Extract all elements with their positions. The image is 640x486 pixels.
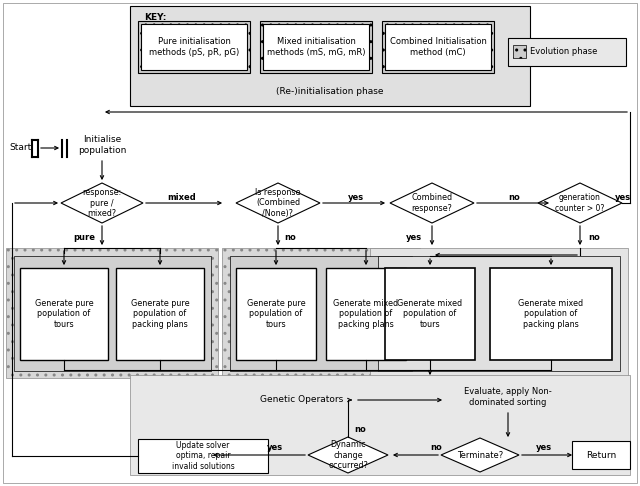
Bar [378, 256, 620, 371]
Bar [141, 24, 247, 70]
Bar [382, 21, 494, 73]
Text: yes: yes [536, 444, 552, 452]
Bar [326, 268, 406, 360]
Text: Generate mixed
population of
packing plans: Generate mixed population of packing pla… [518, 299, 584, 329]
Text: Evaluate, apply Non-
dominated sorting: Evaluate, apply Non- dominated sorting [464, 387, 552, 407]
Text: Initialise
population: Initialise population [78, 135, 126, 155]
Bar [130, 375, 630, 475]
Bar [130, 6, 530, 106]
Text: yes: yes [615, 192, 631, 202]
Text: Genetic Operators: Genetic Operators [260, 396, 344, 404]
Text: (Re-)initialisation phase: (Re-)initialisation phase [276, 87, 384, 97]
Text: Generate pure
population of
tours: Generate pure population of tours [246, 299, 305, 329]
Text: Generate pure
population of
packing plans: Generate pure population of packing plan… [131, 299, 189, 329]
Bar [513, 45, 526, 58]
Text: Is response
(Combined
/None)?: Is response (Combined /None)? [255, 188, 301, 218]
Bar [138, 439, 268, 473]
Polygon shape [61, 183, 143, 223]
Bar [508, 38, 626, 66]
Text: Generate mixed
population of
packing plans: Generate mixed population of packing pla… [333, 299, 399, 329]
Text: yes: yes [406, 233, 422, 243]
Text: Mixed initialisation
methods (mS, mG, mR): Mixed initialisation methods (mS, mG, mR… [267, 37, 365, 57]
Text: Return: Return [586, 451, 616, 459]
Bar [572, 441, 630, 469]
Text: no: no [430, 444, 442, 452]
Bar [385, 268, 475, 360]
Text: Generate mixed
population of
tours: Generate mixed population of tours [397, 299, 463, 329]
Text: no: no [508, 192, 520, 202]
Bar [260, 21, 372, 73]
Text: mixed: mixed [168, 192, 196, 202]
Bar [116, 268, 204, 360]
Polygon shape [390, 183, 474, 223]
Text: Dynamic
change
occurred?: Dynamic change occurred? [328, 440, 368, 470]
Bar [230, 256, 412, 371]
Polygon shape [441, 438, 519, 472]
Text: KEY:: KEY: [144, 13, 166, 21]
Text: Generate pure
population of
tours: Generate pure population of tours [35, 299, 93, 329]
Text: pure: pure [73, 232, 95, 242]
Text: no: no [284, 233, 296, 243]
Text: Start: Start [9, 143, 31, 153]
Bar [370, 248, 628, 378]
Bar [385, 24, 491, 70]
Bar [20, 268, 108, 360]
Bar [236, 268, 316, 360]
Polygon shape [236, 183, 320, 223]
Text: Evolution phase: Evolution phase [531, 48, 598, 56]
Bar [6, 248, 218, 378]
Text: generation
counter > 0?: generation counter > 0? [556, 193, 605, 213]
Bar [222, 248, 420, 378]
Text: Combined Initialisation
method (mC): Combined Initialisation method (mC) [390, 37, 486, 57]
Polygon shape [538, 183, 622, 223]
Bar [14, 256, 211, 371]
Text: no: no [588, 233, 600, 243]
Polygon shape [308, 437, 388, 473]
Text: Combined
response?: Combined response? [412, 193, 452, 213]
Text: Terminate?: Terminate? [457, 451, 503, 459]
Bar [138, 21, 250, 73]
Text: response:
pure /
mixed?: response: pure / mixed? [83, 188, 122, 218]
Text: Pure initialisation
methods (pS, pR, pG): Pure initialisation methods (pS, pR, pG) [149, 37, 239, 57]
Text: Update solver
optima, repair
invalid solutions: Update solver optima, repair invalid sol… [172, 441, 234, 471]
Text: no: no [354, 426, 366, 434]
Text: yes: yes [348, 192, 364, 202]
Bar [263, 24, 369, 70]
Bar [490, 268, 612, 360]
Text: yes: yes [267, 444, 283, 452]
